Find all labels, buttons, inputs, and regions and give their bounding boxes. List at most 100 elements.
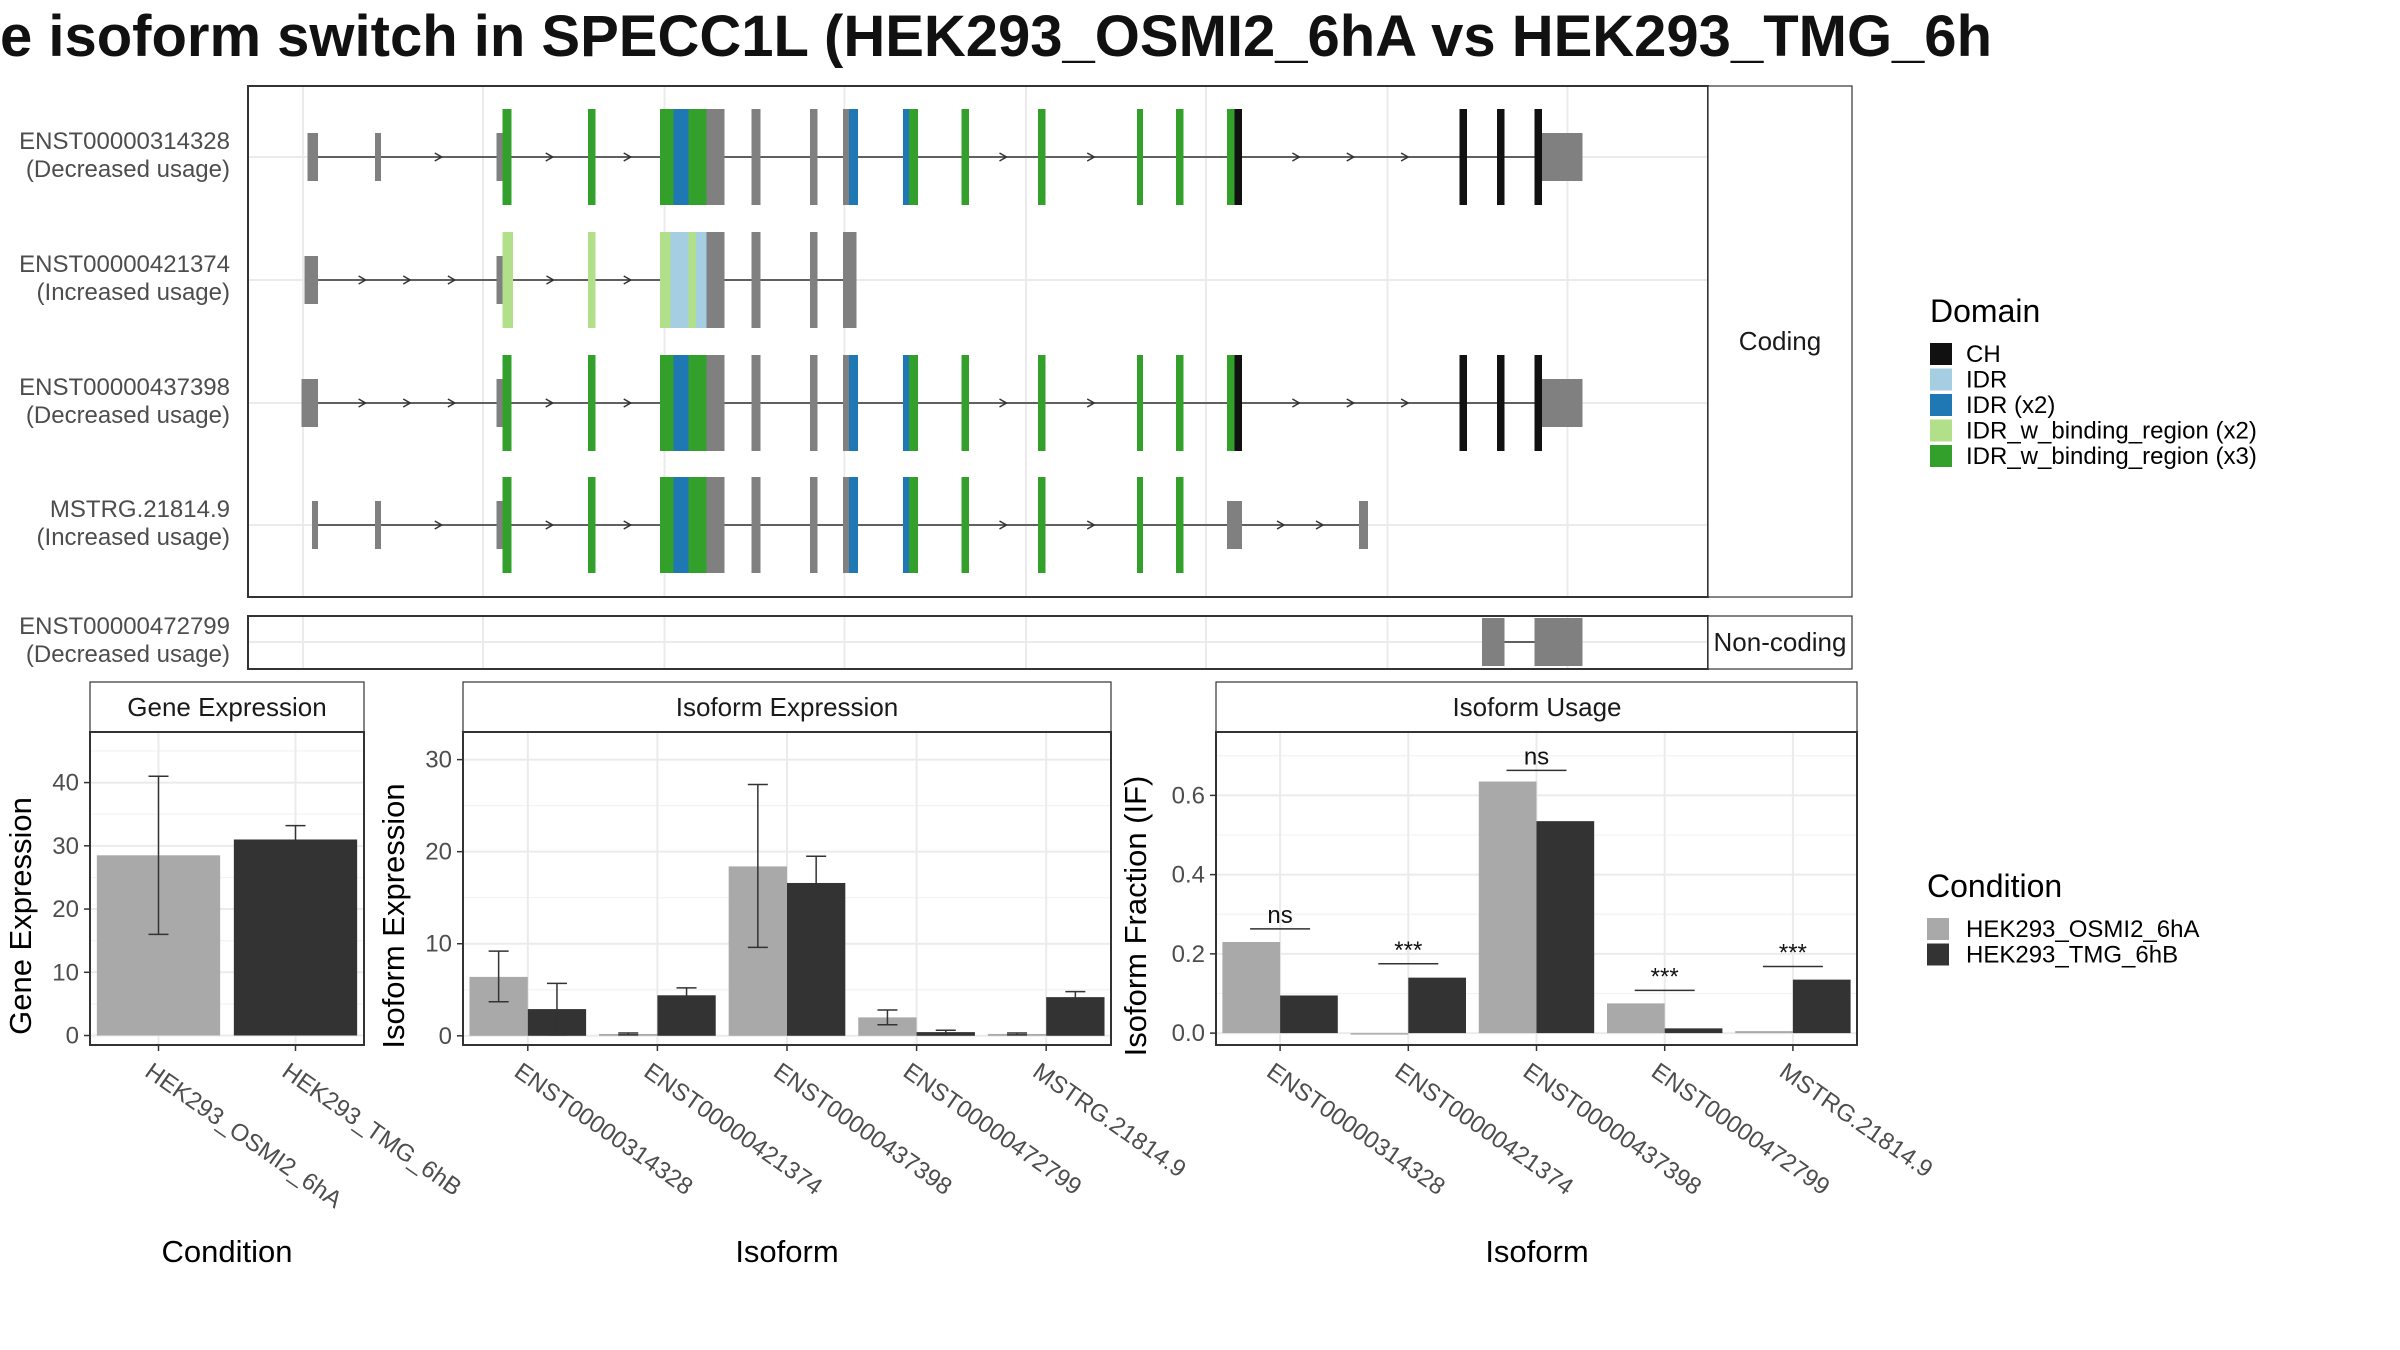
- isoform-expression-xlabel: Isoform: [735, 1234, 838, 1269]
- condition-legend-key: [1927, 943, 1949, 966]
- transcript-usage-label: (Increased usage): [37, 524, 230, 551]
- isoform-usage-plot: 0.00.20.40.6ENST00000314328nsENST0000042…: [1172, 731, 1937, 1201]
- exon-idr-x2-: [903, 109, 909, 205]
- transcript-id-label: MSTRG.21814.9: [50, 496, 230, 523]
- exon-ch: [1534, 355, 1542, 451]
- intron-arrow: [434, 152, 444, 162]
- transcript-ENST00000314328: ENST00000314328(Decreased usage): [19, 109, 1583, 205]
- y-tick-label: 20: [52, 896, 79, 923]
- exon-utr: [301, 379, 318, 427]
- exon-utr: [496, 133, 503, 181]
- coding-strip: [1707, 85, 1853, 598]
- condition-legend-label: HEK293_OSMI2_6hA: [1966, 916, 2199, 943]
- exon-ch: [1459, 109, 1467, 205]
- gene-expression-title: Gene Expression: [127, 692, 326, 722]
- transcript-usage-label: (Decreased usage): [26, 641, 230, 668]
- transcript-ENST00000437398: ENST00000437398(Decreased usage): [19, 355, 1583, 451]
- coding-panel-bg: [248, 86, 1708, 597]
- exon-utr: [496, 379, 503, 427]
- exon-idr-w-binding-region-x3-: [1038, 355, 1046, 451]
- bar: [1607, 1003, 1665, 1034]
- isoform-expression-title: Isoform Expression: [676, 692, 899, 722]
- condition-legend-key: [1927, 918, 1949, 940]
- transcript-id-label: ENST00000421374: [19, 251, 230, 278]
- intron-arrow: [447, 398, 457, 408]
- intron-arrow: [546, 275, 556, 285]
- domain-legend-key: [1930, 343, 1952, 365]
- domain-legend-key: [1930, 445, 1952, 467]
- exon-idr-x2-: [849, 355, 858, 451]
- exon-idr-w-binding-region-x3-: [660, 477, 674, 573]
- intron-arrow: [545, 520, 555, 530]
- bar: [858, 1017, 917, 1036]
- intron-arrow: [623, 398, 633, 408]
- y-tick-label: 0.4: [1172, 862, 1205, 889]
- exon-utr: [1482, 618, 1505, 666]
- intron-arrow: [1292, 152, 1301, 162]
- exon-utr: [810, 232, 818, 328]
- exon-idr-w-binding-region-x2-: [502, 232, 513, 328]
- y-tick-label: 0.6: [1172, 782, 1205, 809]
- y-tick-label: 30: [52, 833, 79, 860]
- transcript-id-label: ENST00000314328: [19, 128, 230, 155]
- exon-utr: [751, 355, 761, 451]
- intron-arrow: [1346, 152, 1356, 162]
- intron-arrow: [434, 520, 444, 530]
- exon-utr: [312, 501, 318, 549]
- exon-idr-w-binding-region-x3-: [1176, 355, 1184, 451]
- exon-idr-x2-: [903, 477, 909, 573]
- exon-idr-w-binding-region-x3-: [502, 109, 512, 205]
- exon-ch: [1534, 109, 1542, 205]
- isoform-expression-strip: [462, 681, 1112, 733]
- intron-arrow: [623, 275, 633, 285]
- bar: [1664, 1028, 1723, 1034]
- exon-utr: [751, 232, 761, 328]
- domain-legend-label: IDR: [1966, 367, 2007, 394]
- exon-idr-w-binding-region-x3-: [909, 355, 918, 451]
- intron-arrow: [1086, 152, 1096, 162]
- exon-utr: [706, 355, 725, 451]
- exon-utr: [843, 355, 849, 451]
- exon-utr: [843, 109, 849, 205]
- panel-border: [1215, 731, 1858, 1046]
- bar: [1792, 979, 1851, 1034]
- exon-ch: [1497, 109, 1505, 205]
- intron-arrow: [447, 275, 457, 285]
- exon-idr-w-binding-region-x3-: [688, 355, 707, 451]
- intron-arrow: [545, 398, 555, 408]
- bar: [1222, 941, 1281, 1034]
- exon-utr: [751, 477, 761, 573]
- isoform-usage-panel: Isoform Usage 0.00.20.40.6ENST0000031432…: [1118, 681, 1937, 1269]
- exon-idr-w-binding-region-x2-: [688, 232, 696, 328]
- exon-idr-w-binding-region-x3-: [1176, 109, 1184, 205]
- domain-legend-label: IDR (x2): [1966, 392, 2055, 419]
- intron-arrow: [358, 275, 368, 285]
- domain-legend-key: [1930, 368, 1952, 391]
- bar: [1408, 977, 1466, 1034]
- exon-idr-w-binding-region-x3-: [588, 109, 596, 205]
- domain-legend-title: Domain: [1930, 293, 2040, 329]
- isoform-expression-panel: Isoform Expression 0102030ENST0000031432…: [376, 681, 1191, 1269]
- exon-idr-w-binding-region-x3-: [1227, 109, 1235, 205]
- exon-idr-w-binding-region-x3-: [961, 355, 969, 451]
- exon-utr: [496, 256, 503, 304]
- exon-idr-x2-: [903, 355, 909, 451]
- panel-border: [89, 731, 365, 1046]
- exon-idr-w-binding-region-x3-: [502, 477, 512, 573]
- exon-utr: [1534, 618, 1583, 666]
- exon-idr-w-binding-region-x3-: [961, 109, 969, 205]
- transcript-id-label: ENST00000437398: [19, 374, 230, 401]
- transcript-ENST00000472799: ENST00000472799(Decreased usage): [19, 613, 1583, 668]
- exon-idr: [678, 232, 689, 328]
- intron-arrow: [999, 152, 1009, 162]
- y-tick-label: 0.2: [1172, 941, 1205, 968]
- intron-arrow: [1315, 520, 1325, 530]
- exon-utr: [706, 477, 725, 573]
- intron-arrow: [1276, 520, 1286, 530]
- exon-utr: [307, 133, 318, 181]
- intron-arrow: [402, 398, 412, 408]
- exon-ch: [1497, 355, 1505, 451]
